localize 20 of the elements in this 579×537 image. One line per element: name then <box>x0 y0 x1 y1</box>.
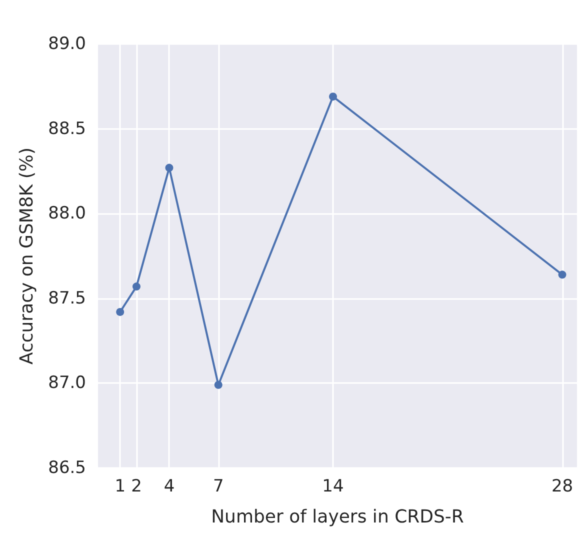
y-axis-title: Accuracy on GSM8K (%) <box>16 147 38 365</box>
x-tick-label: 14 <box>322 476 344 496</box>
point <box>329 92 337 101</box>
y-tick-label: 89.0 <box>48 34 86 54</box>
x-tick-label: 28 <box>551 476 574 496</box>
y-tick-label: 87.5 <box>48 288 86 308</box>
x-axis-title: Number of layers in CRDS-R <box>211 506 464 528</box>
x-tick-label: 2 <box>131 476 142 496</box>
y-tick-label: 87.0 <box>48 373 86 394</box>
y-tick-label: 88.0 <box>48 204 86 224</box>
point <box>214 380 222 389</box>
x-tick-label: 7 <box>212 476 224 496</box>
y-tick-label: 88.5 <box>48 118 86 139</box>
point <box>116 308 124 316</box>
point <box>132 282 140 291</box>
point <box>558 270 566 279</box>
point <box>165 164 174 172</box>
x-tick-label: 1 <box>114 476 126 496</box>
x-tick-label: 4 <box>164 476 175 496</box>
y-tick-label: 86.5 <box>48 458 86 478</box>
